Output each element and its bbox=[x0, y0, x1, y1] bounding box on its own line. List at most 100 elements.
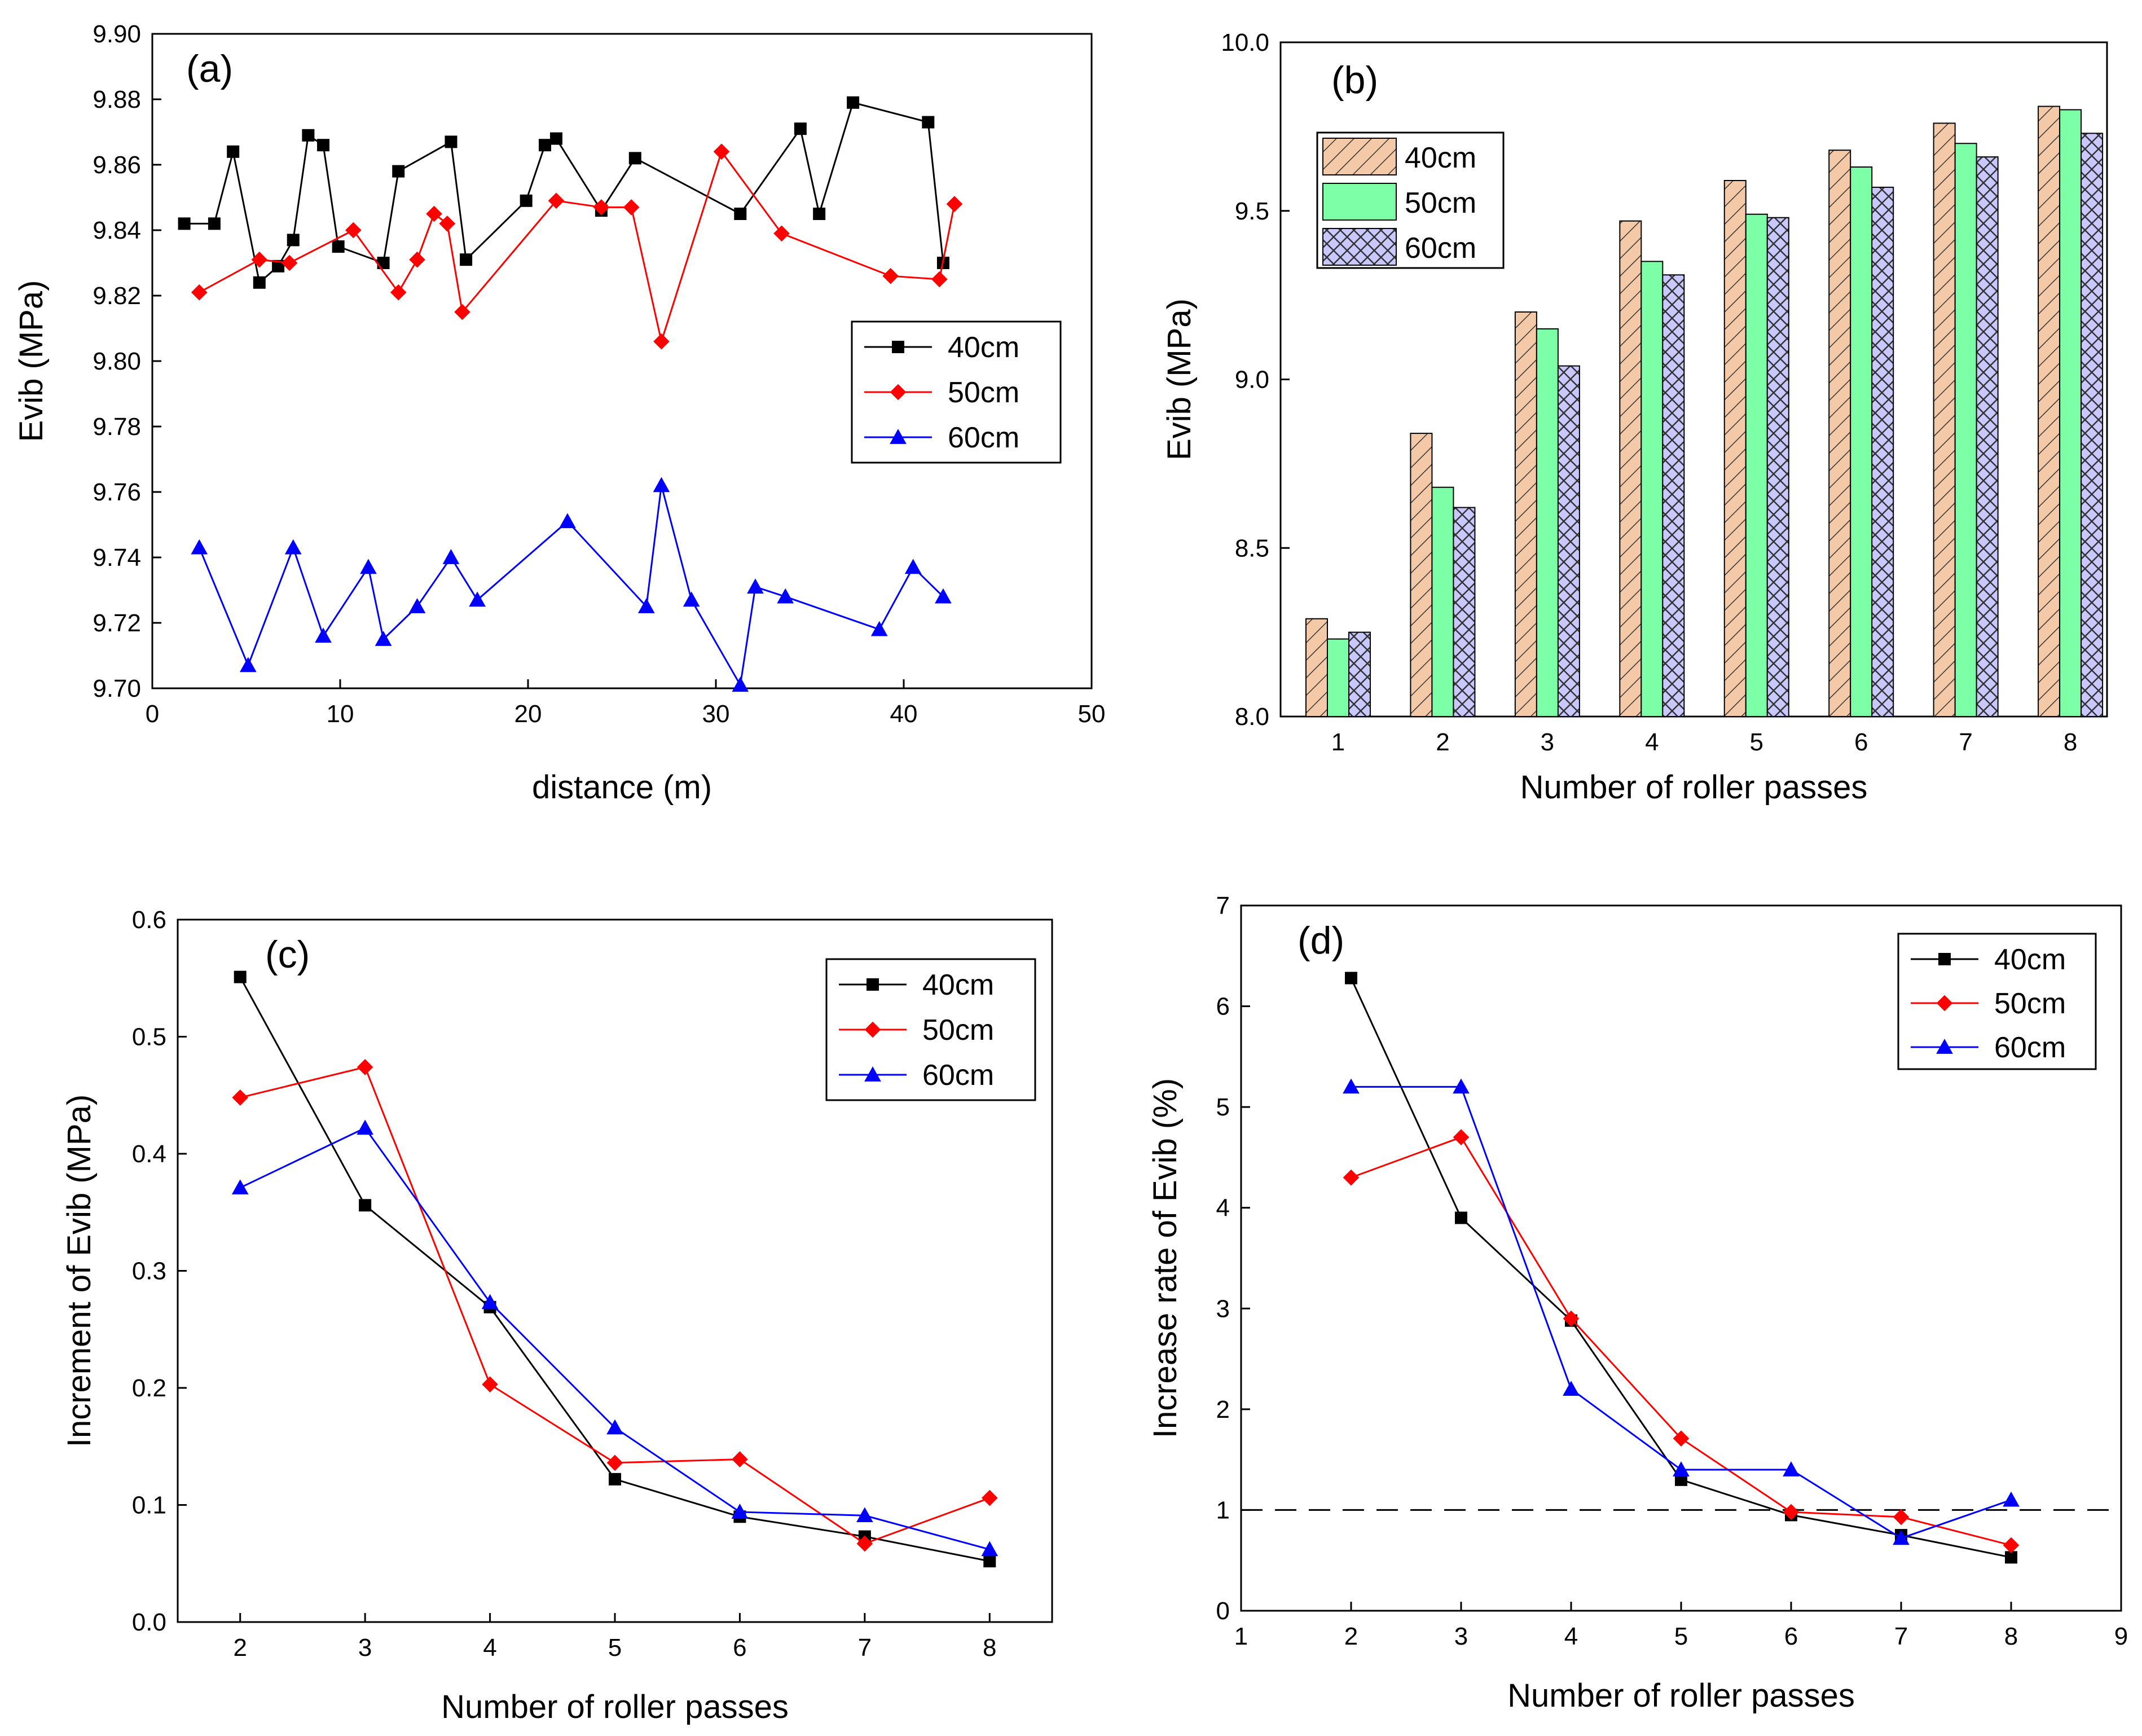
data-point bbox=[981, 1541, 999, 1557]
y-tick-label: 6 bbox=[1216, 993, 1230, 1021]
x-tick-label: 8 bbox=[2064, 728, 2077, 756]
bar bbox=[1557, 365, 1580, 717]
x-tick-label: 6 bbox=[733, 1634, 746, 1662]
bar bbox=[1536, 328, 1559, 717]
data-point bbox=[713, 143, 730, 160]
series-40cm bbox=[1305, 106, 2061, 718]
y-tick-label: 0.5 bbox=[132, 1023, 166, 1051]
legend-marker bbox=[867, 978, 879, 991]
x-axis-title: Number of roller passes bbox=[1520, 769, 1868, 806]
y-tick-label: 3 bbox=[1216, 1295, 1230, 1322]
data-point bbox=[439, 216, 456, 232]
data-point bbox=[2003, 1491, 2020, 1507]
data-point bbox=[272, 260, 285, 273]
data-point bbox=[981, 1489, 998, 1506]
panel-label: (d) bbox=[1297, 919, 1344, 962]
panel-label: (a) bbox=[186, 47, 233, 90]
data-point bbox=[281, 254, 298, 271]
y-tick-label: 0.2 bbox=[132, 1374, 166, 1402]
data-point bbox=[390, 284, 407, 301]
data-point bbox=[847, 96, 860, 109]
data-point bbox=[482, 1376, 498, 1393]
legend-marker bbox=[892, 341, 904, 353]
bar bbox=[1410, 433, 1433, 717]
data-point bbox=[445, 135, 458, 148]
data-point bbox=[935, 588, 952, 604]
legend-label: 60cm bbox=[922, 1059, 994, 1092]
data-point bbox=[623, 199, 640, 216]
data-point bbox=[409, 251, 425, 268]
x-tick-label: 3 bbox=[1541, 728, 1554, 756]
legend-swatch bbox=[1322, 183, 1397, 221]
legend-marker bbox=[1936, 995, 1953, 1012]
y-tick-label: 9.72 bbox=[93, 609, 141, 637]
x-tick-label: 20 bbox=[514, 700, 542, 728]
data-point bbox=[747, 578, 764, 594]
data-point bbox=[408, 598, 426, 613]
bar bbox=[2059, 109, 2082, 717]
data-point bbox=[284, 539, 302, 555]
data-point bbox=[1345, 972, 1357, 985]
y-tick-label: 9.0 bbox=[1235, 366, 1269, 394]
bar bbox=[1453, 507, 1476, 717]
y-tick-label: 8.0 bbox=[1235, 703, 1269, 731]
series-60cm bbox=[191, 477, 952, 692]
y-tick-label: 10.0 bbox=[1221, 29, 1269, 56]
y-tick-label: 8.5 bbox=[1235, 534, 1269, 562]
legend-swatch bbox=[1322, 228, 1397, 266]
data-point bbox=[1563, 1381, 1580, 1396]
data-point bbox=[360, 559, 377, 574]
data-point bbox=[922, 116, 935, 129]
data-point bbox=[653, 477, 670, 493]
data-point bbox=[2003, 1537, 2020, 1554]
y-tick-label: 0.6 bbox=[132, 906, 166, 934]
data-point bbox=[904, 559, 922, 574]
data-point bbox=[520, 194, 533, 207]
series-50cm bbox=[191, 143, 963, 350]
bar bbox=[1662, 274, 1685, 717]
data-point bbox=[359, 1199, 372, 1212]
x-tick-label: 4 bbox=[483, 1634, 496, 1662]
x-tick-label: 5 bbox=[1674, 1623, 1688, 1650]
legend: 40cm 50cm 60cm bbox=[1897, 933, 2097, 1070]
x-tick-label: 6 bbox=[1784, 1623, 1798, 1650]
legend: 40cm 50cm 60cm bbox=[1316, 131, 1505, 269]
data-point bbox=[426, 205, 442, 222]
data-point bbox=[549, 132, 562, 145]
data-point bbox=[1343, 1078, 1360, 1094]
x-tick-label: 9 bbox=[2114, 1623, 2128, 1650]
data-point bbox=[1673, 1461, 1690, 1476]
x-tick-label: 3 bbox=[358, 1634, 372, 1662]
x-axis-title: Number of roller passes bbox=[1507, 1677, 1855, 1714]
data-point bbox=[302, 129, 315, 142]
x-tick-label: 8 bbox=[983, 1634, 996, 1662]
panel-label: (c) bbox=[265, 933, 310, 976]
bar bbox=[1933, 122, 1956, 717]
data-point bbox=[232, 1089, 249, 1106]
legend-label: 40cm bbox=[922, 969, 994, 1001]
chart-panel-b: 8.0 8.5 9.0 9.5 10.0 1 2 3 4 5 6 7 8 40cm 50cm 60cm Numb… bbox=[1161, 29, 2108, 806]
series-line bbox=[240, 1127, 990, 1550]
bar bbox=[1745, 213, 1768, 718]
data-point bbox=[683, 591, 700, 607]
data-point bbox=[317, 139, 330, 152]
data-point bbox=[231, 1179, 249, 1195]
x-tick-label: 4 bbox=[1564, 1623, 1578, 1650]
bar bbox=[1723, 179, 1747, 718]
x-tick-label: 6 bbox=[1854, 728, 1868, 756]
legend-label: 50cm bbox=[1994, 987, 2066, 1020]
data-point bbox=[732, 1451, 748, 1467]
data-point bbox=[732, 676, 749, 692]
bar bbox=[1619, 220, 1642, 717]
legend-marker bbox=[1936, 1039, 1953, 1054]
data-point bbox=[454, 304, 470, 320]
series-60cm bbox=[1348, 133, 2104, 718]
series-50cm bbox=[1326, 109, 2082, 718]
legend-marker bbox=[890, 384, 907, 401]
data-point bbox=[983, 1555, 996, 1568]
x-tick-label: 4 bbox=[1645, 728, 1659, 756]
y-tick-label: 2 bbox=[1216, 1396, 1230, 1423]
data-point bbox=[1893, 1509, 1910, 1526]
data-point bbox=[253, 276, 266, 289]
legend-marker bbox=[864, 1021, 881, 1038]
